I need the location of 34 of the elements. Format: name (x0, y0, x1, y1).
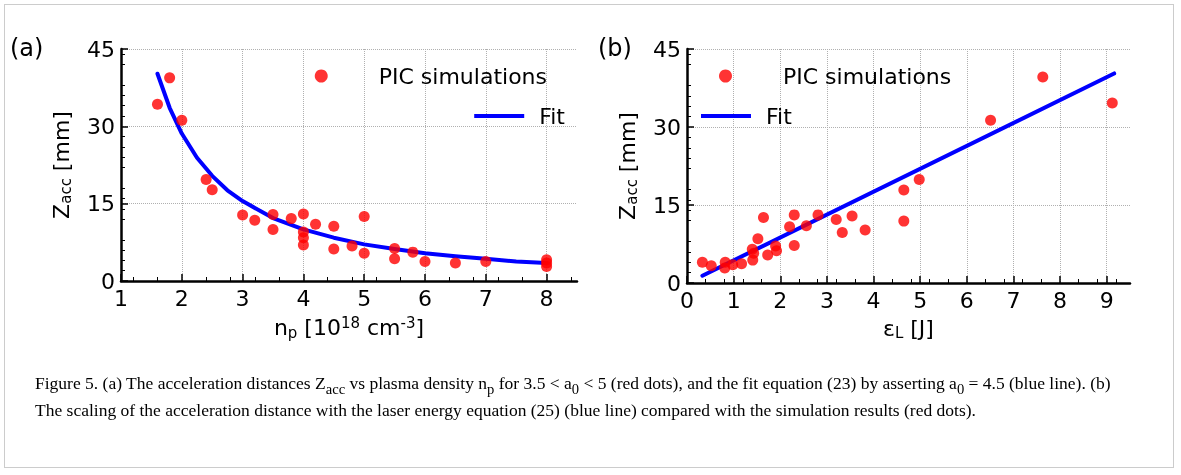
x-tick-label: 9 (1099, 287, 1114, 313)
y-axis-title: Zacc [mm] (615, 112, 641, 220)
y-tick-label: 15 (653, 192, 681, 218)
x-axis-title: εL [J] (883, 316, 934, 342)
x-tick-label: 6 (418, 285, 432, 311)
x-tick-label: 5 (913, 287, 928, 313)
x-tick-label: 3 (819, 287, 834, 313)
legend-label: PIC simulations (783, 63, 952, 89)
chart-title: (b) (598, 34, 632, 62)
x-tick-label: 6 (959, 287, 974, 313)
legend-label: PIC simulations (378, 63, 548, 89)
chart-title: (a) (10, 34, 44, 62)
y-tick-label: 30 (653, 114, 681, 140)
x-tick-label: 4 (296, 285, 311, 311)
y-tick-label: 45 (653, 36, 681, 62)
y-tick-label: 30 (87, 113, 115, 139)
x-tick-label: 4 (866, 287, 881, 313)
y-tick-label: 45 (87, 36, 115, 62)
x-tick-label: 1 (726, 287, 741, 313)
x-tick-label: 3 (235, 285, 250, 311)
x-tick-label: 1 (114, 285, 128, 311)
y-tick-label: 0 (101, 268, 115, 294)
legend-label: Fit (766, 103, 793, 129)
text: Figure 5. (a) The acceleration distances Z$_{acc}$ vs plasma density n$_{p}$ for 3.5 < a$_{0}$ < 5 (red dots), and the fit equation (23) by asserting a$_{0}$ = 4.5 (blue line). (b) The scaling of the acceleration distance with the laser energy equation (25) (blue line) compared with the simulation results (red dots). (35, 373, 1111, 420)
x-tick-label: 7 (1006, 287, 1021, 313)
x-tick-label: 2 (174, 285, 189, 311)
x-tick-label: 5 (357, 285, 372, 311)
x-tick-label: 2 (773, 287, 788, 313)
y-axis-title: Zacc [mm] (49, 111, 75, 219)
y-tick-label: 15 (87, 191, 115, 217)
legend-label: Fit (539, 103, 566, 129)
x-tick-label: 7 (478, 285, 493, 311)
x-tick-label: 8 (539, 285, 554, 311)
x-tick-label: 8 (1053, 287, 1068, 313)
